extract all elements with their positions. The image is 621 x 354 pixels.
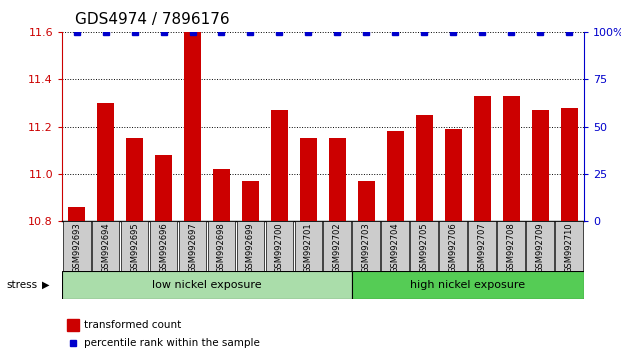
Text: GSM992709: GSM992709 [536,223,545,273]
Bar [63,221,91,271]
Bar [271,110,288,221]
Text: transformed count: transformed count [84,320,181,330]
Bar [497,221,525,271]
Bar [352,271,584,299]
Bar [150,221,178,271]
Bar [97,103,114,221]
Bar [68,207,85,221]
Text: high nickel exposure: high nickel exposure [410,280,525,290]
Text: GSM992696: GSM992696 [159,223,168,274]
Bar [213,169,230,221]
Bar [502,96,520,221]
Bar [242,181,259,221]
Bar [440,221,467,271]
Text: GSM992698: GSM992698 [217,223,226,274]
Bar [184,32,201,221]
Text: percentile rank within the sample: percentile rank within the sample [84,338,260,348]
Text: GSM992700: GSM992700 [275,223,284,273]
Bar [468,221,496,271]
Text: GSM992708: GSM992708 [507,223,516,274]
Text: GSM992705: GSM992705 [420,223,429,273]
Bar [207,221,235,271]
Text: GSM992699: GSM992699 [246,223,255,273]
Bar [155,155,172,221]
Bar [474,96,491,221]
Bar [527,221,554,271]
Bar [532,110,549,221]
Text: GSM992706: GSM992706 [449,223,458,274]
Bar [120,221,148,271]
Bar [329,138,346,221]
Bar [410,221,438,271]
Bar [561,108,578,221]
Bar [62,271,352,299]
Text: GSM992702: GSM992702 [333,223,342,273]
Bar [92,221,119,271]
Text: GSM992693: GSM992693 [72,223,81,274]
Text: GSM992703: GSM992703 [362,223,371,274]
Bar [126,138,143,221]
Bar [358,181,375,221]
Text: GSM992694: GSM992694 [101,223,110,273]
Text: ▶: ▶ [42,280,50,290]
Text: GSM992707: GSM992707 [478,223,487,274]
Text: GSM992710: GSM992710 [564,223,574,273]
Bar [381,221,409,271]
Bar [445,129,462,221]
Bar [294,221,322,271]
Text: stress: stress [6,280,37,290]
Bar [237,221,265,271]
Text: GSM992701: GSM992701 [304,223,313,273]
Text: GDS4974 / 7896176: GDS4974 / 7896176 [75,12,229,27]
Bar [300,138,317,221]
Text: GSM992704: GSM992704 [391,223,400,273]
Text: low nickel exposure: low nickel exposure [152,280,262,290]
Text: GSM992695: GSM992695 [130,223,139,273]
Bar [67,319,79,331]
Bar [179,221,206,271]
Bar [353,221,380,271]
Bar [555,221,583,271]
Bar [415,115,433,221]
Bar [266,221,293,271]
Bar [324,221,351,271]
Bar [387,131,404,221]
Text: GSM992697: GSM992697 [188,223,197,274]
